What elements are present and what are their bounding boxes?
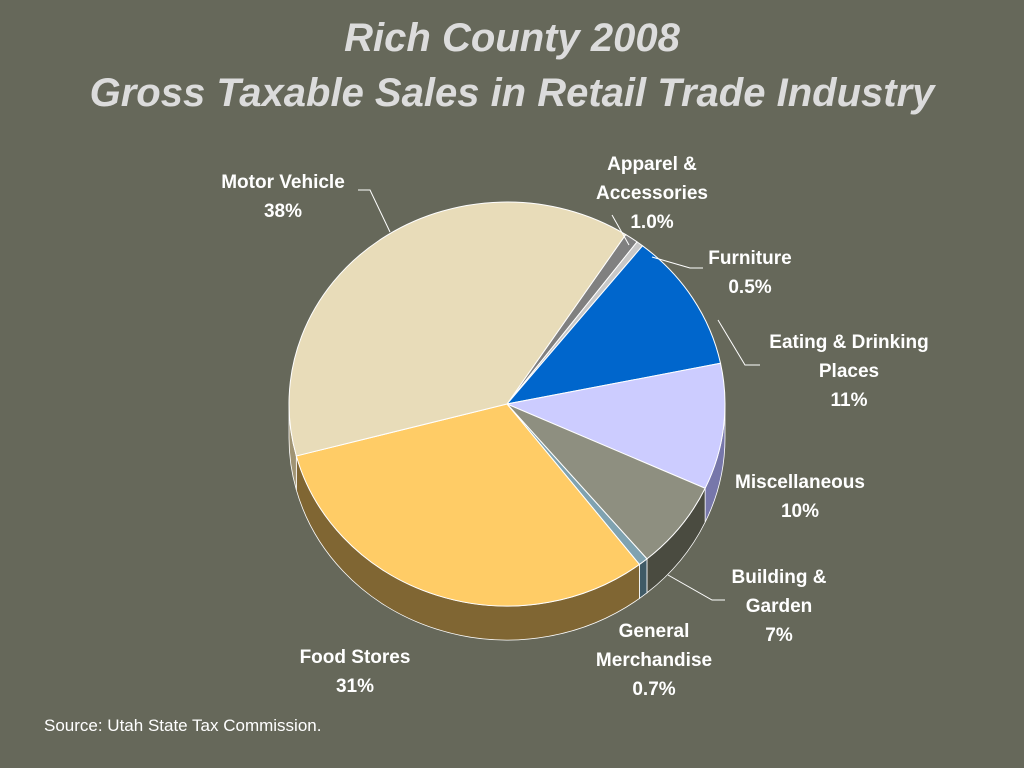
slice-label-food: Food Stores 31% (300, 647, 411, 697)
slice-name-building: Building & (732, 567, 827, 588)
slice-name-motor: Motor Vehicle (221, 172, 345, 193)
pie-side-general (639, 558, 648, 600)
slice-labels: Apparel & Accessories 1.0% Furniture 0.5% Eat… (221, 154, 928, 700)
slice-name-apparel: Apparel & (607, 154, 697, 175)
slice-value-misc: 10% (781, 501, 819, 522)
leader-line-eating (717, 319, 760, 366)
slice-name-eating: Eating & Drinking (769, 332, 928, 353)
slice-value-motor: 38% (264, 201, 302, 222)
leader-line-apparel (611, 214, 630, 246)
pie-slice-motor (288, 201, 627, 457)
slice-label-misc: Miscellaneous 10% (735, 472, 865, 522)
slice-name-furniture: Furniture (708, 248, 791, 269)
slice-name-general: Merchandise (596, 650, 712, 671)
leader-line-building (667, 574, 725, 601)
slice-value-food: 31% (336, 676, 374, 697)
source-note: Source: Utah State Tax Commission. (44, 716, 322, 735)
leader-line-motor (358, 189, 391, 233)
slice-label-motor: Motor Vehicle 38% (221, 172, 345, 222)
pie-slice-food (295, 403, 641, 607)
slice-name-food: Food Stores (300, 647, 411, 668)
slice-label-general: General Merchandise 0.7% (596, 621, 712, 700)
slice-label-apparel: Apparel & Accessories 1.0% (596, 154, 708, 233)
chart-title: Rich County 2008 (344, 16, 680, 60)
slice-name-general: General (619, 621, 690, 642)
leader-lines (358, 189, 760, 601)
slice-value-apparel: 1.0% (630, 212, 673, 233)
chart-subtitle: Gross Taxable Sales in Retail Trade Indu… (89, 71, 935, 115)
pie-slice-misc (505, 362, 726, 489)
slice-label-eating: Eating & Drinking Places 11% (769, 332, 928, 411)
slice-name-building: Garden (746, 596, 813, 617)
pie-slices (288, 201, 726, 607)
slice-label-building: Building & Garden 7% (732, 567, 827, 646)
slice-label-furniture: Furniture 0.5% (708, 248, 791, 298)
slice-name-apparel: Accessories (596, 183, 708, 204)
leader-line-furniture (651, 256, 703, 269)
slice-name-eating: Places (819, 361, 879, 382)
slice-value-furniture: 0.5% (728, 277, 771, 298)
pie-slice-eating (505, 245, 722, 405)
slice-value-eating: 11% (831, 390, 868, 411)
slice-name-misc: Miscellaneous (735, 472, 865, 493)
slice-value-general: 0.7% (632, 679, 675, 700)
slice-value-building: 7% (765, 625, 793, 646)
